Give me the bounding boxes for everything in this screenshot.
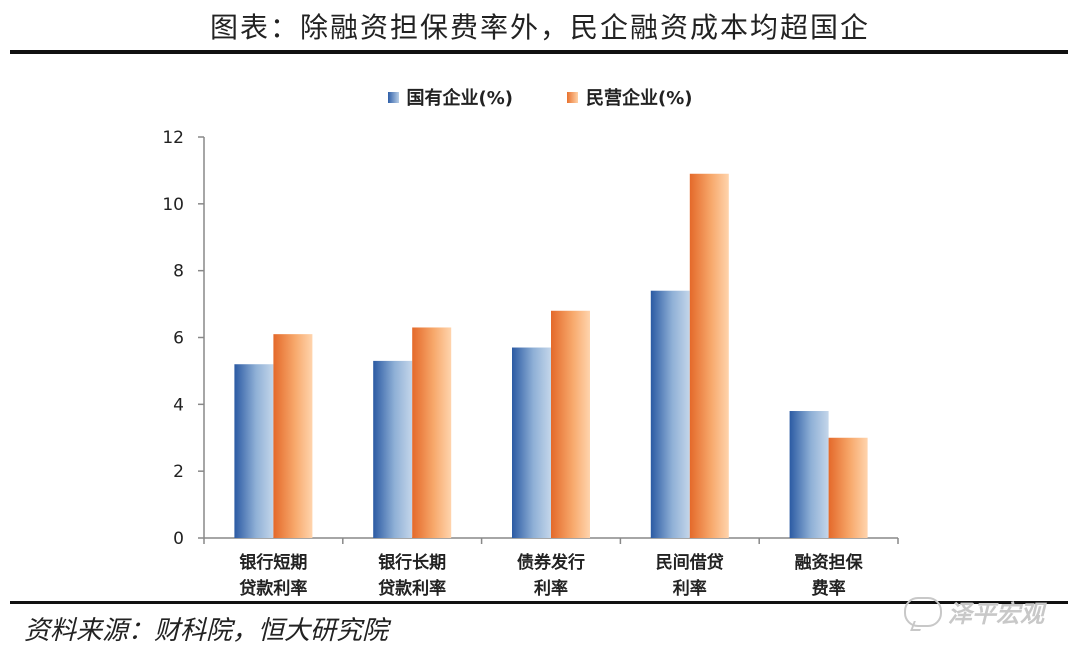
bottom-divider bbox=[10, 601, 1068, 604]
x-category-label: 银行短期 bbox=[239, 552, 307, 573]
bar-private bbox=[273, 334, 313, 538]
legend-item-private: 民营企业(%) bbox=[567, 84, 693, 110]
x-category-label: 债券发行 bbox=[517, 552, 585, 573]
legend-swatch-state bbox=[387, 91, 399, 103]
y-tick-label: 10 bbox=[162, 195, 184, 215]
bar-state bbox=[234, 364, 274, 538]
x-category-label: 贷款利率 bbox=[378, 578, 446, 599]
watermark-text: 泽平宏观 bbox=[948, 600, 1044, 628]
watermark: 泽平宏观 bbox=[904, 594, 1044, 629]
chart-legend: 国有企业(%) 民营企业(%) bbox=[0, 84, 1080, 110]
x-category-label: 贷款利率 bbox=[239, 578, 307, 599]
top-divider bbox=[10, 50, 1068, 54]
bar-private bbox=[412, 327, 452, 538]
bar-private bbox=[828, 437, 868, 538]
page-title: 图表：除融资担保费率外，民企融资成本均超国企 bbox=[209, 11, 870, 44]
x-category-label: 融资担保 bbox=[795, 552, 864, 573]
x-category-label: 费率 bbox=[812, 578, 846, 599]
y-tick-label: 4 bbox=[173, 395, 184, 415]
legend-label-private: 民营企业(%) bbox=[586, 88, 693, 109]
bar-private bbox=[551, 310, 590, 538]
bar-state bbox=[789, 411, 829, 538]
bar-state bbox=[512, 347, 551, 538]
source-note: 资料来源：财科院，恒大研究院 bbox=[24, 616, 389, 646]
y-tick-label: 2 bbox=[173, 462, 184, 482]
x-category-label: 利率 bbox=[673, 578, 707, 599]
x-category-label: 银行长期 bbox=[378, 552, 446, 573]
wechat-icon bbox=[904, 596, 942, 627]
bar-private bbox=[689, 173, 729, 538]
legend-label-state: 国有企业(%) bbox=[406, 88, 514, 109]
legend-swatch-private bbox=[567, 91, 578, 103]
bar-state bbox=[373, 360, 413, 538]
y-tick-label: 6 bbox=[173, 329, 184, 349]
y-tick-label: 0 bbox=[173, 529, 184, 549]
x-category-label: 利率 bbox=[534, 578, 568, 599]
y-tick-label: 12 bbox=[162, 128, 184, 148]
legend-item-state: 国有企业(%) bbox=[387, 84, 514, 110]
x-category-label: 民间借贷 bbox=[656, 552, 724, 573]
y-tick-label: 8 bbox=[173, 262, 184, 282]
bar-state bbox=[650, 290, 690, 538]
